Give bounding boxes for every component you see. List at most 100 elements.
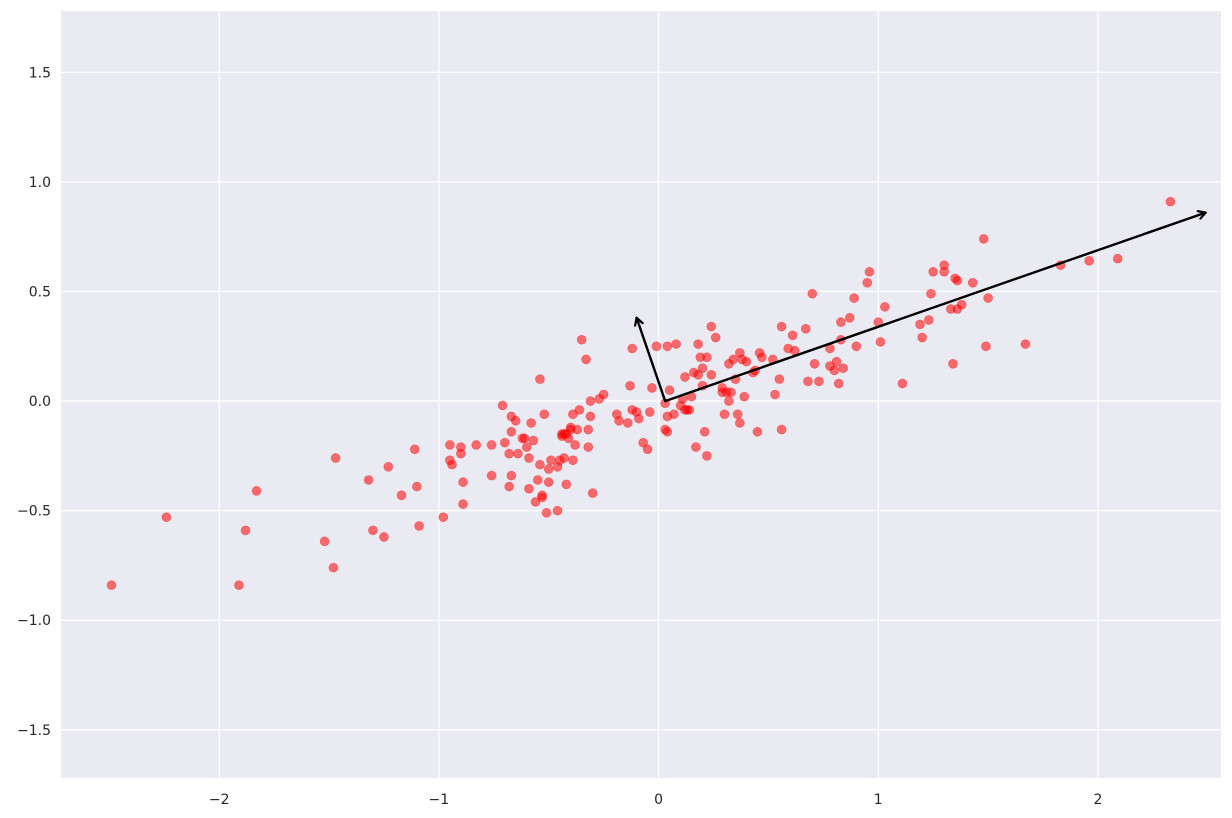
data-point [862,277,873,288]
data-point [471,440,482,450]
data-point [732,409,743,420]
x-axis-ticks: −2 −1 0 1 2 [209,792,1103,808]
data-point [723,396,734,406]
data-point [486,470,497,481]
data-point [787,330,798,341]
data-point [706,321,717,332]
data-point [693,369,704,380]
data-point [719,409,730,420]
data-point [330,453,341,463]
data-point [526,418,537,428]
data-point [633,413,644,424]
data-point [328,562,339,573]
data-point [807,288,818,299]
data-point [642,444,653,455]
principal-component-arrows [637,213,1207,403]
data-point [684,404,695,415]
data-point [939,266,950,277]
y-tick-label: 0.5 [29,285,51,301]
grid-lines [61,11,1221,778]
data-point [833,378,844,389]
component-arrow [663,213,1207,403]
data-point [710,332,721,343]
data-point [752,426,763,437]
data-point [664,385,675,396]
data-point [669,409,679,420]
data-point [504,481,515,492]
x-tick-label: 1 [874,792,883,808]
data-point [585,396,596,406]
data-point [897,378,908,389]
y-axis-ticks: −1.5 −1.0 −0.5 0.0 0.5 1.0 1.5 [17,65,51,738]
data-point [627,343,638,354]
data-point [831,356,842,367]
data-point [829,365,840,376]
data-point [455,448,466,459]
data-point [240,525,251,536]
data-point [776,321,787,332]
data-point [530,496,541,507]
data-point [680,372,690,382]
data-point [559,453,570,463]
data-point [583,442,594,452]
data-point [838,363,849,374]
data-point [849,293,860,303]
data-point [543,477,554,488]
data-point [803,376,813,387]
data-point [251,486,262,496]
data-point [814,376,824,387]
data-point [1020,339,1031,349]
data-point [528,435,539,446]
data-point [524,483,534,494]
data-point [585,411,596,422]
data-point [574,404,585,415]
data-point [770,389,780,400]
data-point [412,481,422,492]
data-point [647,383,657,393]
data-point [734,418,745,428]
data-point [776,424,787,435]
data-point [702,352,712,363]
data-point [458,477,468,488]
data-point [702,450,712,461]
data-points [106,196,1176,591]
data-point [379,532,389,542]
data-point [541,507,552,518]
data-point [864,266,875,277]
data-point [875,337,886,347]
data-point [409,444,420,455]
data-point [444,440,455,450]
data-point [537,490,548,501]
data-point [561,479,572,490]
data-point [800,323,811,334]
data-point [926,288,936,299]
data-point [513,448,523,459]
data-point [458,499,468,509]
data-point [948,358,958,369]
x-tick-label: −1 [429,792,450,808]
data-point [396,490,407,501]
data-point [622,418,633,428]
x-tick-label: −2 [209,792,230,808]
data-point [567,455,578,466]
data-point [844,312,855,323]
data-point [644,407,655,417]
data-point [539,409,550,420]
data-point [651,341,662,352]
data-point [726,387,736,398]
data-point [535,374,545,385]
data-point [486,440,497,450]
data-point [506,470,517,481]
data-point [497,400,508,411]
data-point [535,459,545,470]
data-point [983,293,994,303]
data-point [234,580,244,591]
data-point [383,461,394,472]
data-point [576,334,587,345]
data-point [809,358,820,369]
y-tick-label: −0.5 [17,504,51,520]
data-point [598,389,609,400]
data-point [699,426,710,437]
data-point [583,424,594,435]
